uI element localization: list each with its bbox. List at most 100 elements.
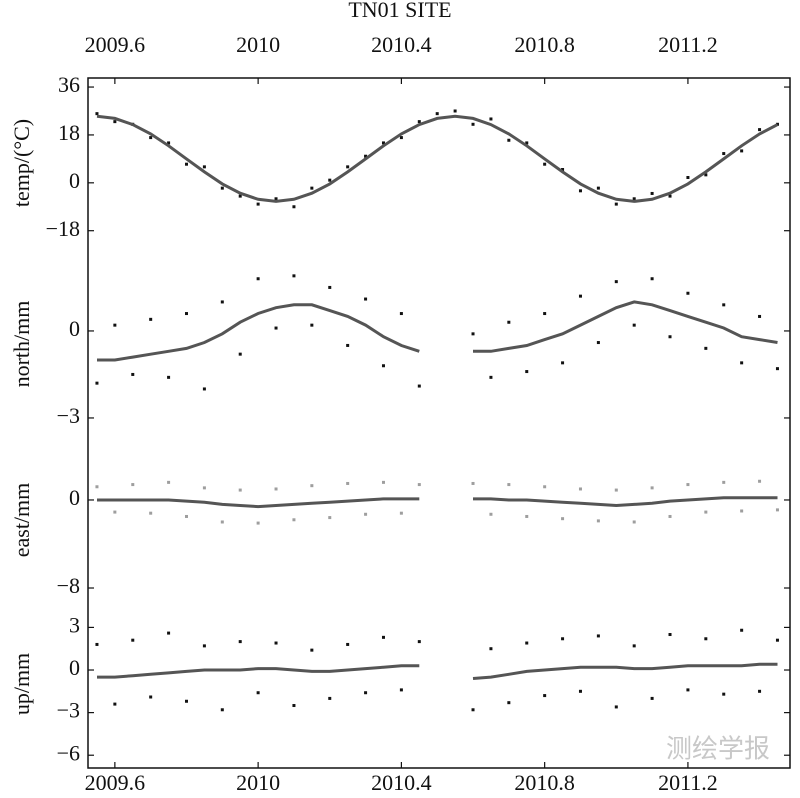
- data-point: [507, 483, 511, 487]
- data-point: [740, 361, 744, 365]
- data-point: [310, 186, 314, 190]
- data-point: [256, 202, 260, 206]
- data-point: [256, 521, 260, 525]
- fit-line: [97, 300, 778, 362]
- data-point: [364, 154, 368, 158]
- data-point: [632, 197, 636, 201]
- data-point: [525, 370, 529, 374]
- data-point: [238, 194, 242, 198]
- x-tick-label: 2010.4: [371, 770, 432, 795]
- y-tick-label: −8: [57, 573, 80, 598]
- data-point: [775, 638, 779, 642]
- data-point: [202, 387, 206, 391]
- data-point: [561, 517, 565, 521]
- x-tick-label: 2010.8: [514, 32, 575, 57]
- data-point: [274, 197, 278, 201]
- data-point: [238, 640, 242, 644]
- data-point: [614, 705, 618, 709]
- data-point: [775, 367, 779, 371]
- data-point: [381, 364, 385, 368]
- data-point: [113, 702, 117, 706]
- data-point: [525, 641, 529, 645]
- data-point: [149, 136, 153, 140]
- plot-frame: [87, 77, 791, 769]
- data-point: [274, 326, 278, 330]
- data-point: [346, 642, 350, 646]
- y-tick-label: 0: [69, 655, 80, 680]
- data-point: [471, 481, 475, 485]
- data-point: [202, 644, 206, 648]
- data-point: [256, 691, 260, 695]
- data-point: [578, 487, 582, 491]
- data-point: [650, 277, 654, 281]
- data-point: [399, 688, 403, 692]
- x-tick-label: 2009.6: [85, 770, 146, 795]
- data-point: [668, 514, 672, 518]
- data-point: [471, 708, 475, 712]
- data-point: [543, 694, 547, 698]
- data-point: [417, 483, 421, 487]
- data-point: [292, 205, 296, 209]
- y-tick-label: −3: [57, 698, 80, 723]
- data-point: [471, 122, 475, 126]
- data-point: [668, 633, 672, 637]
- data-point: [346, 165, 350, 169]
- data-point: [364, 512, 368, 516]
- data-point: [113, 323, 117, 327]
- data-point: [740, 628, 744, 632]
- data-point: [543, 312, 547, 316]
- data-point: [95, 642, 99, 646]
- data-point: [686, 175, 690, 179]
- y-tick-label: 0: [69, 168, 80, 193]
- y-axis-label: east/mm: [9, 483, 34, 558]
- data-point: [596, 519, 600, 523]
- data-point: [399, 136, 403, 140]
- fit-line: [97, 496, 778, 509]
- data-point: [650, 191, 654, 195]
- data-point: [543, 162, 547, 166]
- data-point: [775, 122, 779, 126]
- data-point: [131, 638, 135, 642]
- y-axis-label: up/mm: [9, 653, 34, 715]
- data-point: [596, 341, 600, 345]
- data-point: [489, 375, 493, 379]
- data-point: [364, 297, 368, 301]
- data-point: [758, 128, 762, 132]
- data-point: [668, 194, 672, 198]
- data-point: [167, 375, 171, 379]
- data-point: [346, 481, 350, 485]
- data-point: [758, 689, 762, 693]
- data-point: [364, 691, 368, 695]
- data-point: [328, 285, 332, 289]
- data-point: [740, 509, 744, 513]
- data-point: [417, 384, 421, 388]
- data-point: [686, 483, 690, 487]
- data-point: [95, 485, 99, 489]
- y-tick-label: 36: [58, 72, 80, 97]
- data-point: [614, 280, 618, 284]
- x-tick-label: 2009.6: [85, 32, 146, 57]
- data-point: [381, 635, 385, 639]
- data-point: [131, 483, 135, 487]
- x-tick-label: 2011.2: [658, 770, 718, 795]
- x-tick-label: 2010: [236, 32, 280, 57]
- data-point: [238, 352, 242, 356]
- data-point: [704, 510, 708, 514]
- data-point: [113, 510, 117, 514]
- data-point: [381, 141, 385, 145]
- data-point: [650, 696, 654, 700]
- data-point: [220, 708, 224, 712]
- data-point: [149, 317, 153, 321]
- y-axis-label: north/mm: [9, 301, 34, 388]
- data-point: [220, 300, 224, 304]
- fit-line: [96, 114, 779, 203]
- data-point: [310, 484, 314, 488]
- data-point: [292, 518, 296, 522]
- y-tick-label: 18: [58, 120, 80, 145]
- data-point: [489, 117, 493, 121]
- x-tick-label: 2010: [236, 770, 280, 795]
- data-point: [256, 277, 260, 281]
- data-point: [561, 168, 565, 172]
- data-point: [167, 480, 171, 484]
